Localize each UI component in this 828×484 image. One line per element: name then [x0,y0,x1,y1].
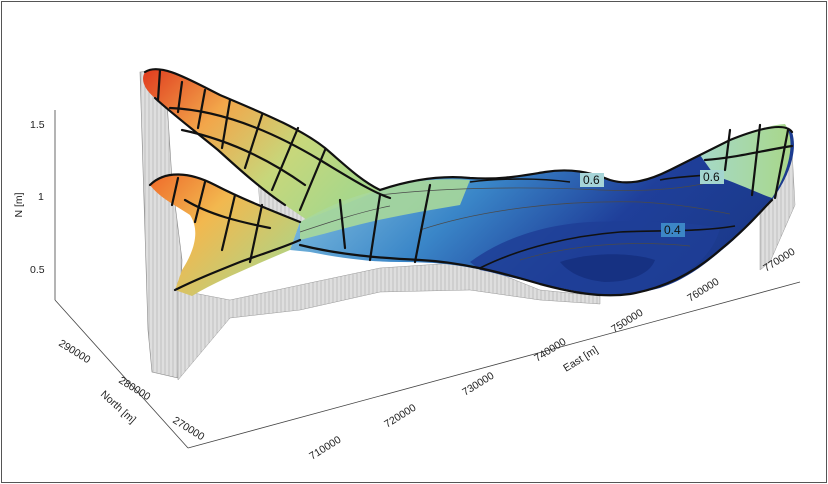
east-tick-730000: 730000 [460,370,496,399]
east-long [703,144,794,162]
north-axis-line [54,299,189,449]
basin-north-shore [378,125,794,192]
west-cross-3 [220,193,237,252]
east-axis-line [187,281,801,449]
east-tick-760000: 760000 [685,276,721,305]
contour-thin-4 [519,243,691,261]
east-tick-720000: 720000 [382,402,418,431]
east-cross-1 [723,128,732,172]
z-axis: N [m] 1.5 1 0.5 [13,110,56,300]
east-cross-2 [750,123,762,197]
deepest-basin [560,254,655,282]
contour-0-6-left [469,178,571,183]
east-tick-750000: 750000 [609,307,645,336]
arm-cross-6 [270,126,300,192]
z-tick-1: 1 [38,191,44,203]
z-axis-title: N [m] [13,192,25,217]
contour-label-1: 0.6 [583,173,600,187]
basin-cross-1 [338,198,347,250]
west-cross-1 [170,176,180,207]
arm-long-2 [180,128,307,187]
arm-cross-4 [220,98,232,150]
grid-lines-thick [143,68,794,297]
east-axis-title: East [m] [561,344,600,375]
wall-south [177,261,601,381]
east-tick-710000: 710000 [307,434,343,463]
contour-lines-thin [299,179,731,261]
contour-thin-1 [379,179,721,196]
contour-0-4 [479,225,736,269]
west-inner [183,198,272,230]
arm-cross-3 [196,88,207,130]
west-arm-lower [173,238,302,292]
north-tick-280000: 280000 [116,374,152,403]
basin-cross-3 [413,183,432,264]
arm-long-1 [168,106,392,200]
contour-thin-3 [299,205,391,233]
contour-label-bg-3 [661,223,685,237]
east-cross-3 [773,128,790,200]
west-arm-outline [148,173,302,224]
north-tick-290000: 290000 [56,337,92,366]
arm-cross-1 [156,68,162,102]
z-tick-1-5: 1.5 [30,119,45,131]
west-cross-4 [248,203,264,264]
west-cross-2 [193,180,207,224]
contour-label-2: 0.6 [703,170,720,184]
east-lobe-surface [700,124,791,198]
north-tick-270000: 270000 [170,414,206,443]
basin-south-shore [298,198,774,297]
contour-thin-2 [419,201,731,231]
north-arm-outline [143,68,382,192]
basin-cross-2 [368,193,382,262]
contour-label-3: 0.4 [664,223,681,237]
north-arm-inner [153,96,287,207]
contour-label-bg-1 [580,173,604,187]
east-tick-740000: 740000 [532,336,568,365]
z-tick-0-5: 0.5 [30,264,45,276]
arm-cross-5 [243,113,264,170]
arm-cross-2 [176,80,184,114]
contour-label-group: 0.6 0.6 0.4 [580,170,724,237]
contour-label-bg-2 [700,170,724,184]
